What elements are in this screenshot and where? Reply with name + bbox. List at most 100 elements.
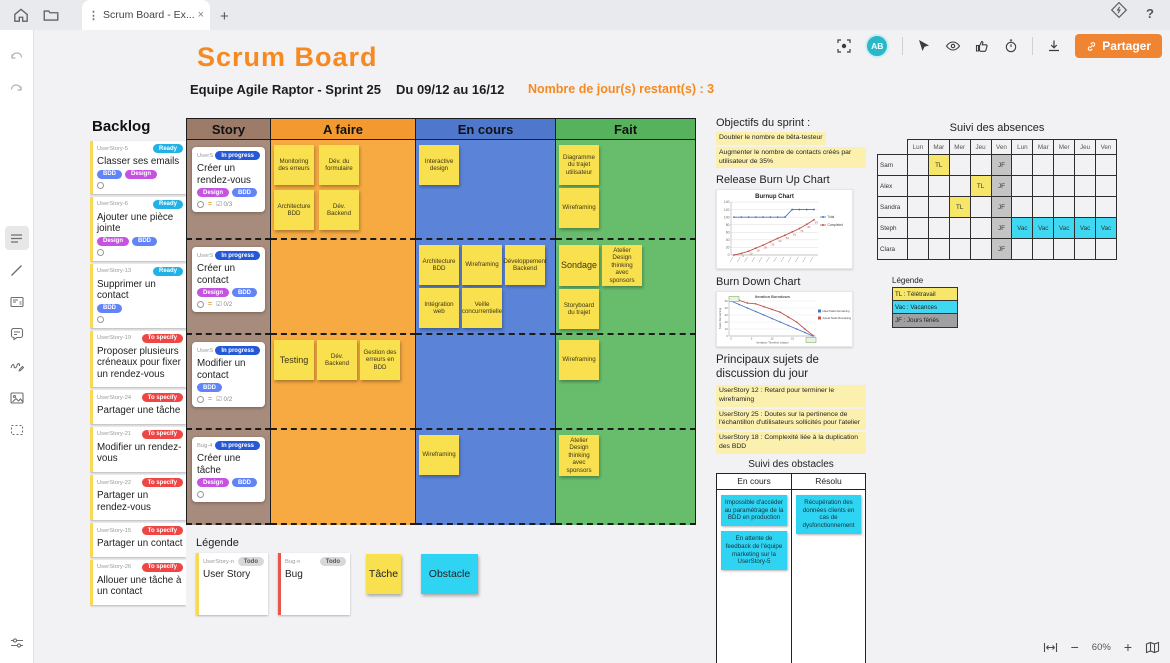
backlog-card[interactable]: UserStory-19 To specify Proposer plusieurs… <box>90 330 186 388</box>
absence-cell[interactable]: Vac <box>1074 217 1097 239</box>
settings-sliders-icon[interactable] <box>5 631 29 655</box>
absence-cell[interactable]: Vac <box>1032 217 1055 239</box>
absence-cell[interactable] <box>948 238 971 260</box>
download-icon[interactable] <box>1046 38 1062 54</box>
absence-cell[interactable] <box>1032 154 1055 176</box>
sticky-note[interactable]: Intégration web <box>419 288 459 328</box>
absence-cell[interactable] <box>1032 238 1055 260</box>
backlog-card[interactable]: UserStory-5 Ready Classer ses emails BDD Des… <box>90 141 186 194</box>
capture-icon[interactable] <box>836 38 852 54</box>
absence-cell[interactable] <box>1074 196 1097 218</box>
absence-cell[interactable] <box>927 175 950 197</box>
absence-cell[interactable] <box>1011 154 1034 176</box>
absence-cell[interactable] <box>906 217 929 239</box>
absence-cell[interactable] <box>906 175 929 197</box>
thumbs-up-icon[interactable] <box>974 38 990 54</box>
zoom-in-button[interactable]: + <box>1123 639 1132 655</box>
sticky-note[interactable]: Monitoring des erreurs <box>274 145 314 185</box>
text-tool-icon[interactable] <box>4 226 29 250</box>
zoom-out-button[interactable]: − <box>1070 639 1079 655</box>
absence-cell[interactable] <box>969 217 992 239</box>
tab-menu-icon[interactable]: ⋮ <box>88 9 99 22</box>
absence-cell[interactable] <box>1053 238 1076 260</box>
sticky-note-tool-icon[interactable] <box>5 322 29 346</box>
absence-cell[interactable] <box>948 175 971 197</box>
draw-tool-icon[interactable] <box>5 354 29 378</box>
backlog-card[interactable]: UserStory-26 To specify Allouer une tâche … <box>90 559 186 605</box>
absence-cell[interactable] <box>969 238 992 260</box>
absence-cell[interactable] <box>1074 175 1097 197</box>
story-card[interactable]: UserStory-18In progress Créer un rendez-v… <box>192 147 265 213</box>
sticky-note[interactable]: Wireframing <box>559 188 599 228</box>
absence-cell[interactable] <box>906 196 929 218</box>
sticky-note[interactable]: Architecture BDD <box>419 245 459 285</box>
absence-cell[interactable] <box>906 154 929 176</box>
backlog-card[interactable]: UserStory-21 To specify Modifier un rendez… <box>90 426 186 473</box>
timer-icon[interactable] <box>1003 38 1019 54</box>
absence-cell[interactable]: JF <box>990 238 1013 260</box>
burndown-chart-box[interactable]: Iteration Burndown0102030405005101520Ite… <box>716 291 853 348</box>
sticky-note[interactable]: Architecture BDD <box>274 190 314 230</box>
backlog-card[interactable]: UserStory-13 Ready Supprimer un contact BDD <box>90 263 186 328</box>
line-tool-icon[interactable] <box>5 258 29 282</box>
backlog-card[interactable]: UserStory-6 Ready Ajouter une pièce jointe… <box>90 196 186 261</box>
absence-cell[interactable]: JF <box>990 175 1013 197</box>
backlog-card[interactable]: UserStory-15 To specify Partager un contac… <box>90 523 186 557</box>
close-tab-icon[interactable]: × <box>197 9 204 21</box>
absence-cell[interactable] <box>1032 175 1055 197</box>
sticky-note[interactable]: Wireframing <box>419 435 459 475</box>
absence-cell[interactable] <box>927 196 950 218</box>
sticky-note[interactable]: Dév. du formulaire <box>319 145 359 185</box>
absence-cell[interactable] <box>1074 154 1097 176</box>
map-overview-icon[interactable] <box>1145 641 1160 654</box>
absence-cell[interactable] <box>948 154 971 176</box>
sticky-note[interactable]: Testing <box>274 340 314 380</box>
absence-cell[interactable] <box>1053 196 1076 218</box>
premium-diamond-icon[interactable] <box>1110 1 1128 19</box>
frame-tool-icon[interactable] <box>5 418 29 442</box>
sticky-note[interactable]: Veille concurrentielle <box>462 288 502 328</box>
absence-cell[interactable] <box>969 154 992 176</box>
absence-cell[interactable] <box>1095 175 1117 197</box>
absence-cell[interactable]: Vac <box>1011 217 1034 239</box>
sticky-note[interactable]: Développement Backend <box>503 245 547 285</box>
story-card[interactable]: Bug-4 In progress Créer une tâche Design BDD <box>192 437 265 503</box>
absence-cell[interactable] <box>1011 196 1034 218</box>
absence-cell[interactable] <box>1011 238 1034 260</box>
absence-cell[interactable] <box>1053 154 1076 176</box>
burnup-chart-box[interactable]: Burnup Chart 0 20 40 60 80 100 120 140 4 10 18 26 35 4… <box>716 189 853 270</box>
absence-cell[interactable] <box>927 238 950 260</box>
share-button[interactable]: Partager <box>1075 34 1162 58</box>
pointer-icon[interactable] <box>916 38 932 54</box>
story-card[interactable]: UserStory-12In progress Créer un contact D… <box>192 247 265 313</box>
sticky-note[interactable]: Dév. Backend <box>319 190 359 230</box>
undo-icon[interactable] <box>5 44 29 68</box>
sticky-note[interactable]: Dév. Backend <box>317 340 357 380</box>
folder-icon[interactable] <box>42 6 60 24</box>
absence-cell[interactable] <box>1095 154 1117 176</box>
absence-cell[interactable]: Vac <box>1053 217 1076 239</box>
help-icon[interactable]: ? <box>1146 5 1154 21</box>
absence-cell[interactable] <box>1074 238 1097 260</box>
sticky-note[interactable]: Gestion des erreurs en BDD <box>360 340 400 380</box>
sticky-note[interactable]: Wireframing <box>462 245 502 285</box>
sticky-note[interactable]: Wireframing <box>559 340 599 380</box>
backlog-card[interactable]: UserStory-24 To specify Partager une tâche <box>90 390 186 424</box>
absence-cell[interactable]: TL <box>927 154 950 176</box>
absence-cell[interactable] <box>969 196 992 218</box>
sticky-note[interactable]: Storyboard du trajet <box>559 289 599 330</box>
redo-icon[interactable] <box>5 76 29 100</box>
home-icon[interactable] <box>12 6 30 24</box>
obstacle-sticky[interactable]: Impossible d'accéder au paramétrage de l… <box>721 494 787 527</box>
obstacle-sticky[interactable]: Récupération des données clients en cas … <box>796 494 861 534</box>
zoom-level[interactable]: 60% <box>1091 641 1111 653</box>
eye-icon[interactable] <box>945 38 961 54</box>
absence-cell[interactable] <box>1053 175 1076 197</box>
absence-cell[interactable]: Vac <box>1095 217 1117 239</box>
absence-cell[interactable]: JF <box>990 217 1013 239</box>
story-card[interactable]: UserStory-22In progress Modifier un conta… <box>192 342 265 408</box>
sticky-note[interactable]: Atelier Design thinking avec sponsors <box>602 245 642 287</box>
absence-cell[interactable] <box>1032 196 1055 218</box>
absence-cell[interactable] <box>1011 175 1034 197</box>
card-tool-icon[interactable] <box>5 290 29 314</box>
